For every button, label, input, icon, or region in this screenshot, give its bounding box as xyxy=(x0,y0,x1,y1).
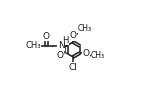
Text: CH₃: CH₃ xyxy=(25,41,41,50)
Text: CH₃: CH₃ xyxy=(91,51,105,60)
Text: O: O xyxy=(82,49,89,58)
Text: H: H xyxy=(62,36,69,45)
Text: N: N xyxy=(58,41,65,50)
Text: CH₃: CH₃ xyxy=(78,24,92,33)
Text: O: O xyxy=(56,51,63,60)
Text: O: O xyxy=(42,32,49,41)
Text: Cl: Cl xyxy=(69,63,78,72)
Text: O: O xyxy=(70,31,77,40)
